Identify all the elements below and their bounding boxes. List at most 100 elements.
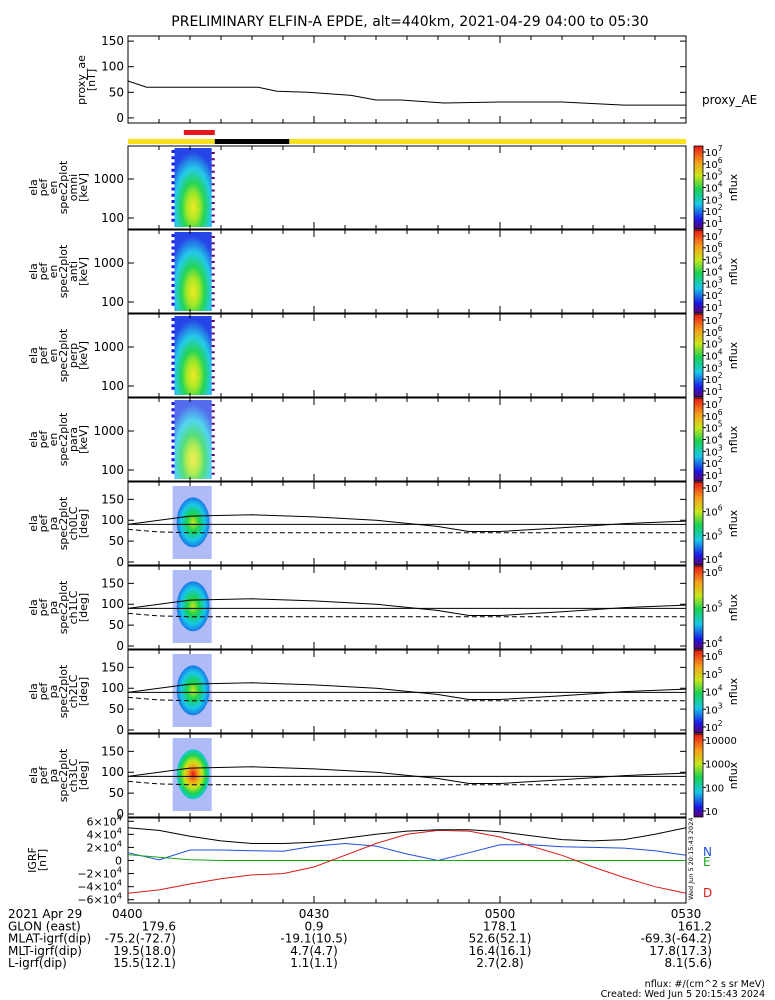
ylabel-line: IGRF: [26, 847, 39, 873]
en_anti-speckle: [211, 273, 215, 276]
igrf-ytick-label: −4×104: [77, 878, 122, 894]
proxy-ae-line: [127, 80, 686, 106]
en_para-speckle: [171, 402, 175, 405]
en_para-speckle: [171, 452, 175, 455]
en_omni-speckle: [211, 195, 215, 198]
pa_ch0-ytick-label: 100: [101, 513, 124, 527]
colorbar-tick-label: 106: [705, 156, 723, 171]
colorbar-tick-label: 105: [705, 168, 723, 183]
igrf-line-e: [127, 854, 686, 861]
colorbar-tick-label: 10: [705, 807, 718, 818]
ylabel-line: ela: [27, 683, 40, 700]
en_para-colorbar: [693, 397, 704, 482]
en_anti-speckle: [171, 271, 175, 275]
colorbar-tick-label: 107: [705, 396, 723, 411]
en_omni-speckle: [211, 164, 215, 167]
footer-row-value: 16.4(16.1): [469, 944, 532, 958]
colorbar-tick-label: 1000: [705, 760, 730, 771]
pa_ch3-heatmap-core: [176, 749, 210, 800]
en_perp-speckle: [211, 338, 215, 341]
colorbar-label: nflux: [727, 341, 740, 369]
ylabel-line: [deg]: [77, 761, 90, 790]
en_perp-speckle: [211, 370, 215, 372]
en_anti-ytick-label: 1000: [93, 256, 124, 270]
igrf-ytick-label: 4×104: [87, 825, 122, 841]
igrf-legend-n: N: [703, 845, 712, 859]
pa_ch3-loss-cone-line: [127, 766, 687, 784]
pa_ch2-colorbar: [693, 649, 704, 734]
colorbar-label: nflux: [727, 509, 740, 537]
ylabel-line: ch0LC: [67, 506, 80, 540]
ylabel-line: [keV]: [77, 425, 90, 454]
ylabel-line: ch2LC: [67, 674, 80, 708]
proxy-ae-ylabel: proxy_ae[nT]: [75, 55, 98, 105]
pa_ch0-loss-cone-line: [127, 514, 687, 532]
en_perp-speckle: [171, 330, 175, 334]
ylabel-line: perp: [67, 343, 80, 368]
en_omni-speckle: [171, 156, 175, 160]
en_omni-speckle: [211, 214, 215, 217]
en_para-speckle: [211, 466, 215, 469]
ylabel-line: spec2plot: [57, 160, 70, 214]
colorbar-tick-label: 101: [705, 215, 723, 230]
en_omni-speckle: [211, 152, 215, 154]
pa_ch2-loss-cone-line: [127, 682, 687, 700]
en_para-heatmap: [174, 400, 212, 479]
en_perp-colorbar: [693, 313, 704, 398]
pa_ch1-ytick-label: 150: [101, 576, 124, 590]
pa_ch0-ytick-label: 150: [101, 492, 124, 506]
en_anti-speckle: [211, 286, 215, 288]
colorbar-tick-label: 102: [705, 287, 723, 302]
pa_ch1-colorbar: [693, 565, 704, 650]
pa_ch3-ytick-label: 0: [116, 807, 124, 821]
en_anti-speckle: [171, 246, 175, 250]
en_perp-speckle: [171, 318, 175, 321]
en_anti-speckle: [211, 267, 215, 270]
ylabel-line: spec2plot: [57, 412, 70, 466]
ylabel-line: ch1LC: [67, 590, 80, 624]
footer-row-value: 15.5(12.1): [113, 956, 176, 970]
ylabel-line: [nT]: [85, 69, 98, 91]
en_perp-speckle: [211, 326, 215, 329]
en_perp-speckle: [211, 382, 215, 385]
colorbar-tick-label: 107: [705, 480, 723, 495]
pa_ch2-ytick-label: 150: [101, 660, 124, 674]
pa_ch1-loss-cone-line: [127, 598, 687, 616]
footer-row-value: 17.8(17.3): [649, 944, 712, 958]
footer-row-value: 179.6: [142, 919, 176, 933]
ylabel-line: [deg]: [77, 509, 90, 538]
colorbar-label: nflux: [727, 257, 740, 285]
pa_ch0-colorbar: [693, 481, 704, 566]
en_perp-heatmap: [174, 316, 212, 395]
colorbar-label-group: nflux: [727, 509, 740, 537]
en_para-speckle: [171, 439, 175, 443]
igrf-line-n: [127, 842, 687, 862]
colorbar-tick-label: 102: [705, 455, 723, 470]
en_perp-speckle: [211, 357, 215, 360]
footer-row-label: L-igrf(dip): [8, 956, 67, 970]
en_para-speckle: [211, 429, 215, 431]
ylabel-line: pef: [37, 346, 50, 365]
pa_ch3-ytick-label: 100: [101, 765, 124, 779]
colorbar-tick-label: 103: [705, 443, 723, 458]
en_anti-speckle: [171, 259, 175, 262]
en_para-speckle: [171, 408, 175, 412]
colorbar-tick-label: 105: [705, 527, 723, 542]
en_para-speckle: [171, 445, 175, 449]
footer-row-value: 161.2: [678, 919, 712, 933]
colorbar-tick-label: 106: [705, 324, 723, 339]
ylabel-line: ela: [27, 599, 40, 616]
ylabel-line: omni: [67, 174, 80, 201]
en_para-ytick-label: 1000: [93, 424, 124, 438]
ylabel-line: ela: [27, 431, 40, 448]
colorbar-tick-label: 103: [705, 359, 723, 374]
en_para-speckle: [211, 454, 215, 456]
en_omni-speckle: [171, 162, 175, 166]
colorbar-tick-label: 105: [705, 336, 723, 351]
footer-row-value: 8.1(5.6): [664, 956, 712, 970]
igrf-ytick-label: −6×104: [77, 891, 122, 907]
en_omni-speckle: [211, 170, 215, 173]
en_anti-speckle: [211, 304, 215, 307]
